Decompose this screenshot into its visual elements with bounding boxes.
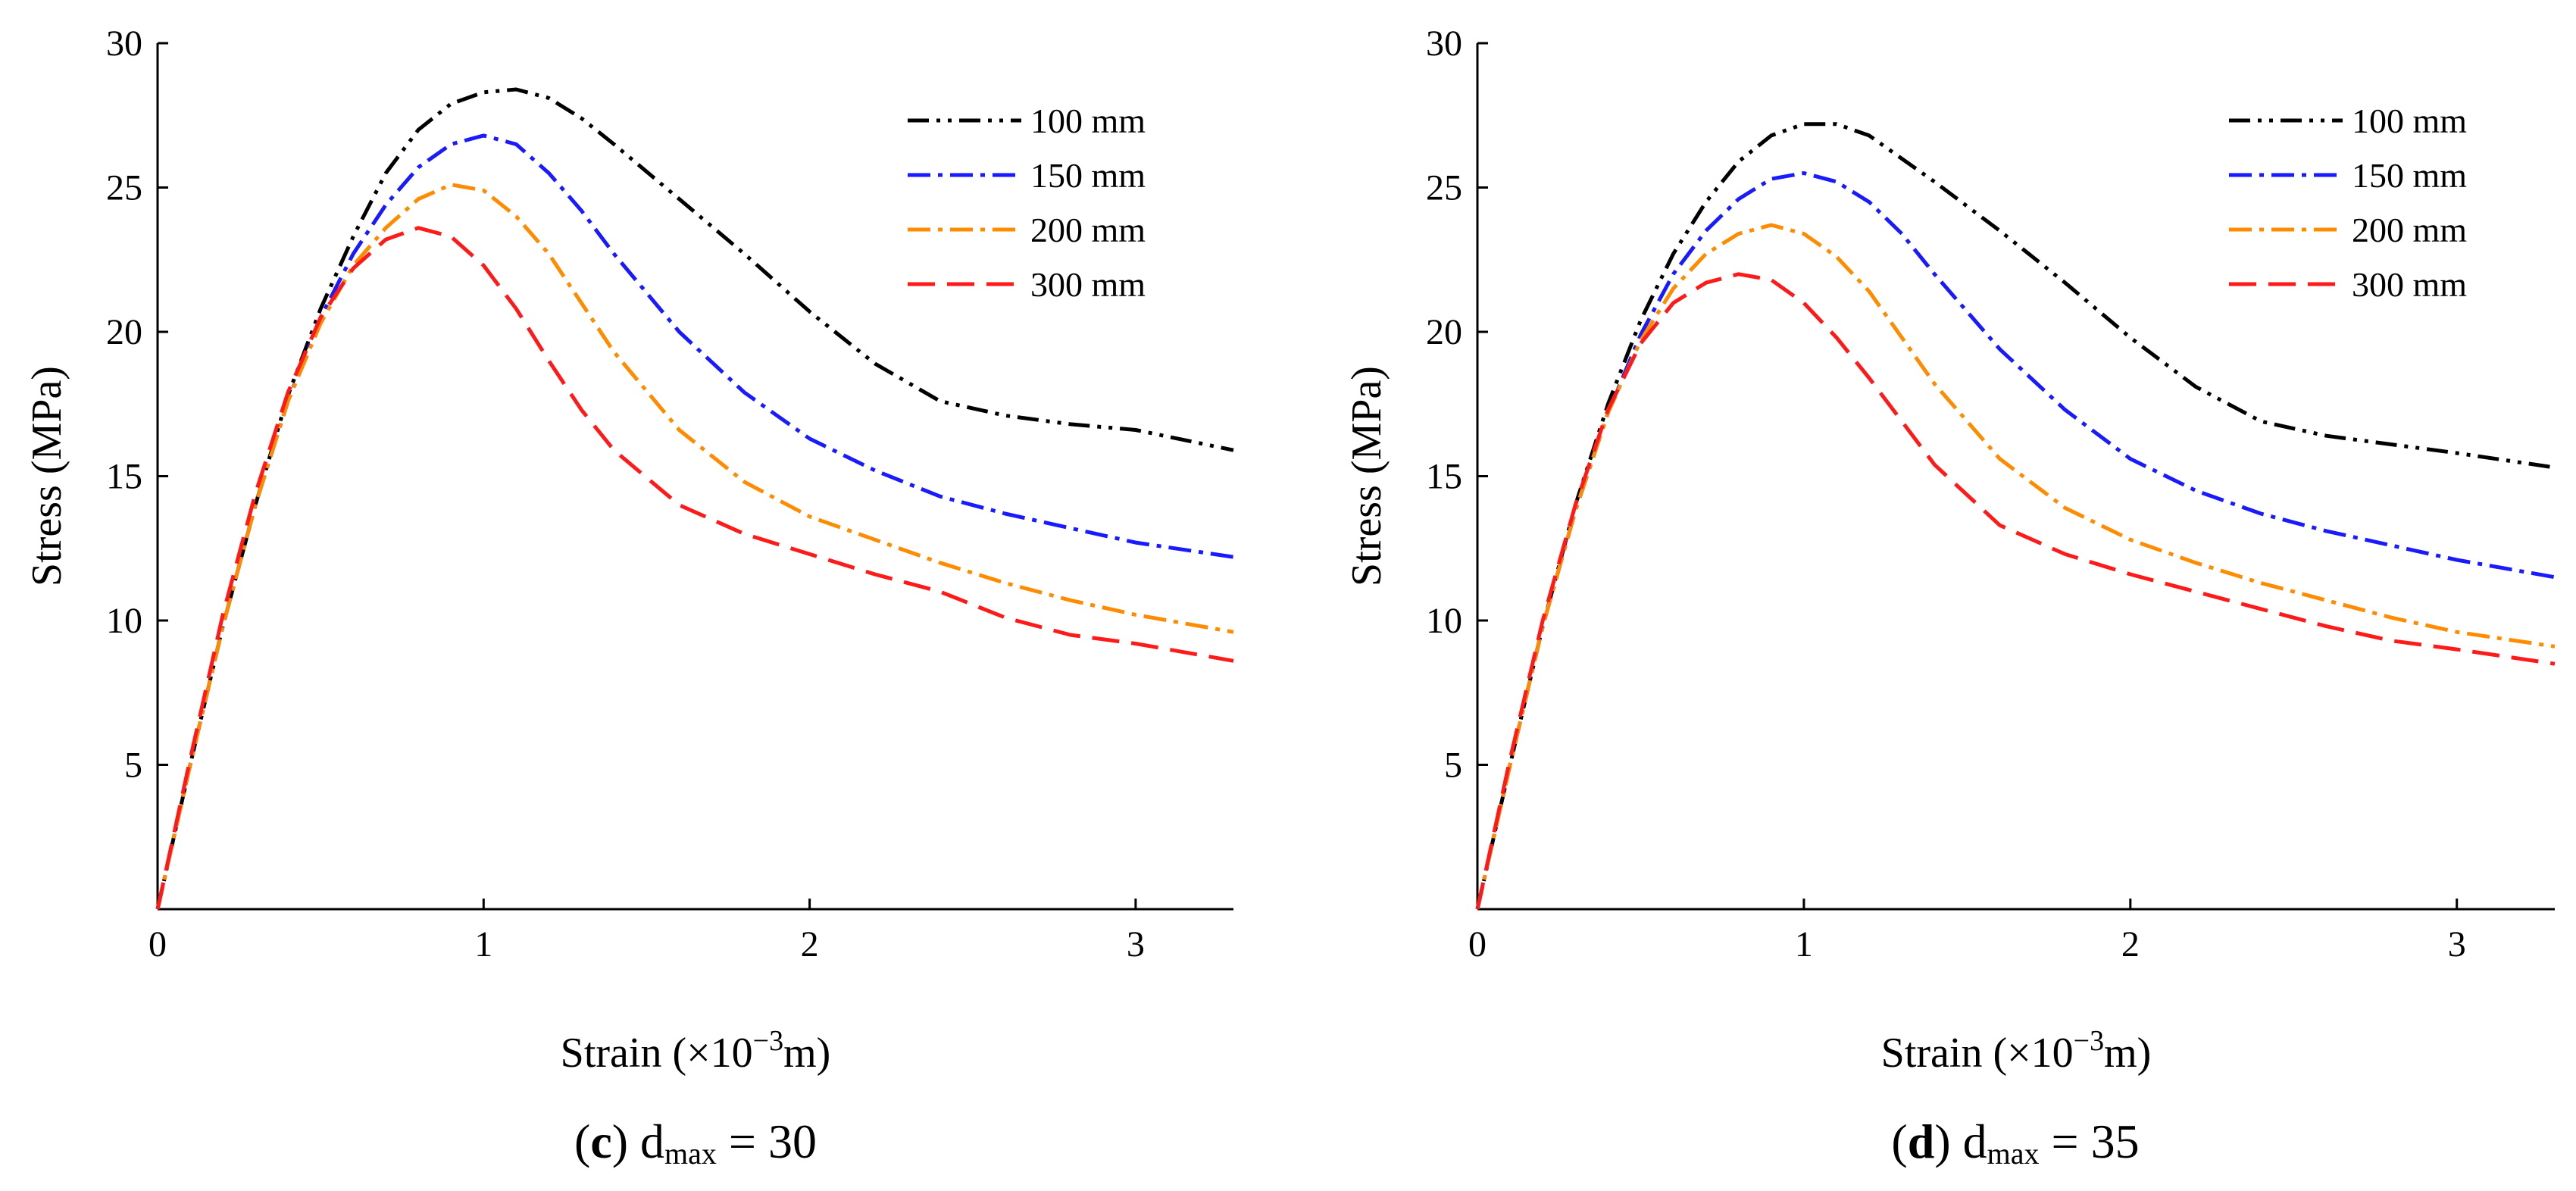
- x-tick-label: 1: [1795, 924, 1813, 964]
- x-tick-label: 0: [1468, 924, 1487, 964]
- chart-panel-d: 5 10 15 20 25 30 0 1 2 3 Stress (MPa) Strain (×10−3…: [1343, 23, 2556, 1171]
- x-tick-label: 1: [474, 924, 492, 964]
- caption-close-paren: ) d: [1934, 1114, 1987, 1168]
- caption-close-paren: ) d: [612, 1114, 664, 1168]
- x-tick-label: 2: [2121, 924, 2140, 964]
- y-tick-label: 15: [106, 457, 142, 497]
- caption-subscript: max: [1987, 1136, 2040, 1171]
- series-line-150-mm: [155, 133, 1234, 910]
- legend-label: 200 mm: [2352, 211, 2467, 249]
- y-tick-label: 15: [1426, 457, 1462, 497]
- series-line-300-mm: [155, 226, 1234, 910]
- y-tick-label: 20: [1426, 312, 1462, 352]
- x-axis-title-main: Strain (×10: [1881, 1030, 2074, 1077]
- legend-label: 300 mm: [2352, 265, 2467, 304]
- y-tick-label: 30: [106, 23, 142, 64]
- caption-value: = 35: [2040, 1114, 2140, 1168]
- y-axis-title: Stress (MPa): [1343, 366, 1390, 586]
- y-tick-label: 25: [1426, 168, 1462, 208]
- y-tick-label: 10: [1426, 601, 1462, 641]
- series-line-200-mm: [155, 183, 1234, 910]
- legend-label: 300 mm: [1030, 265, 1146, 304]
- series-line-150-mm: [1475, 171, 2556, 910]
- x-tick-label: 0: [148, 924, 167, 964]
- x-axis-title-sup: −3: [2074, 1025, 2104, 1057]
- panel-caption: (d) dmax = 35: [1891, 1114, 2139, 1171]
- x-tick-label: 3: [1127, 924, 1145, 964]
- chart-panel-c: 5 10 15 20 25 30 0 1 2 3 Stress (MPa) Strain (×10−3…: [23, 23, 1234, 1171]
- caption-open-paren: (: [574, 1114, 590, 1168]
- y-tick-label: 10: [106, 601, 142, 641]
- legend-label: 100 mm: [1030, 102, 1146, 140]
- series-line-200-mm: [1475, 223, 2556, 910]
- x-axis-title-unit: m): [2104, 1030, 2151, 1077]
- x-axis-title-unit: m): [783, 1030, 830, 1077]
- x-axis-title-sup: −3: [753, 1025, 783, 1057]
- caption-value: = 30: [717, 1114, 817, 1168]
- x-tick-label: 2: [801, 924, 819, 964]
- x-tick-label: 3: [2448, 924, 2466, 964]
- y-tick-label: 30: [1426, 23, 1462, 64]
- caption-subscript: max: [664, 1136, 717, 1171]
- panel-caption: (c) dmax = 30: [574, 1114, 817, 1171]
- y-tick-label: 5: [124, 746, 142, 786]
- legend-label: 100 mm: [2352, 102, 2467, 140]
- caption-letter: c: [590, 1114, 611, 1168]
- series-line-300-mm: [1475, 272, 2556, 910]
- x-axis-title: Strain (×10−3m): [561, 1025, 831, 1077]
- y-tick-label: 25: [106, 168, 142, 208]
- legend-label: 200 mm: [1030, 211, 1146, 249]
- x-axis-title: Strain (×10−3m): [1881, 1025, 2152, 1077]
- series-line-100-mm: [1475, 122, 2556, 910]
- y-tick-label: 20: [106, 312, 142, 352]
- y-tick-label: 5: [1444, 746, 1462, 786]
- caption-letter: d: [1908, 1114, 1935, 1168]
- legend-label: 150 mm: [2352, 156, 2467, 195]
- caption-open-paren: (: [1891, 1114, 1907, 1168]
- legend-label: 150 mm: [1030, 156, 1146, 195]
- y-axis-title: Stress (MPa): [23, 366, 70, 586]
- x-axis-title-main: Strain (×10: [561, 1030, 753, 1077]
